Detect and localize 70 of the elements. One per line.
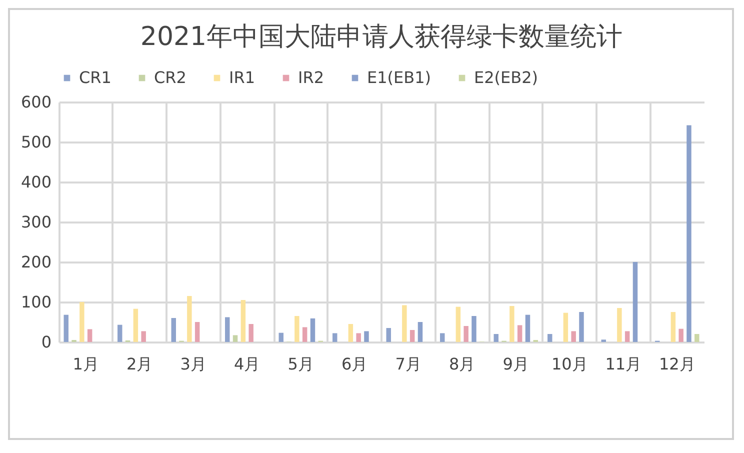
bar (694, 334, 700, 342)
x-tick-label: 7月 (395, 354, 422, 374)
bar (617, 308, 622, 342)
bar (571, 331, 576, 342)
y-tick-label: 100 (20, 292, 52, 312)
y-tick-label: 400 (20, 172, 52, 192)
bar (670, 312, 676, 342)
bar (510, 306, 514, 342)
x-tick-label: 5月 (288, 354, 314, 374)
bar (310, 318, 316, 342)
bar (224, 317, 230, 342)
x-tick-label: 6月 (342, 354, 368, 374)
bar (440, 333, 445, 342)
bar (356, 333, 361, 342)
bar (386, 328, 391, 342)
bar (187, 296, 192, 342)
bar (418, 322, 423, 342)
x-tick-label: 3月 (180, 354, 206, 374)
bar (64, 314, 68, 342)
bar (364, 331, 369, 342)
bar (348, 324, 354, 342)
legend-label: IR1 (229, 68, 256, 87)
bar (80, 302, 84, 342)
bar (87, 329, 92, 342)
bar (579, 312, 584, 342)
legend-label: CR1 (79, 68, 112, 87)
chart-title: 2021年中国大陆申请人获得绿卡数量统计 (140, 22, 623, 52)
bar (278, 332, 284, 342)
bar (678, 328, 684, 342)
y-tick-label: 0 (41, 332, 52, 352)
x-tick-label: 11月 (605, 354, 642, 374)
bar (456, 306, 461, 342)
y-tick-label: 500 (20, 132, 52, 152)
bar (525, 314, 530, 342)
bar (402, 305, 407, 342)
legend-label: E2(EB2) (474, 68, 538, 87)
bar (494, 334, 498, 342)
bar (624, 331, 630, 342)
bar (133, 308, 138, 342)
bar (117, 324, 122, 342)
legend-label: CR2 (154, 68, 186, 87)
bar (332, 333, 338, 342)
bar (547, 334, 552, 342)
bar (171, 318, 176, 342)
x-tick-label: 1月 (72, 354, 99, 374)
x-tick-label: 8月 (449, 354, 476, 374)
bar (294, 316, 300, 342)
bar (302, 327, 308, 342)
x-tick-label: 10月 (551, 354, 588, 374)
x-tick-label: 2月 (126, 354, 153, 374)
bar (141, 331, 146, 342)
bar (232, 335, 238, 342)
bar (632, 262, 638, 342)
legend-label: E1(EB1) (367, 68, 432, 87)
x-tick-label: 12月 (658, 354, 696, 374)
bar (248, 324, 254, 342)
y-tick-label: 600 (20, 92, 52, 112)
bar (464, 326, 468, 342)
bar (410, 330, 415, 342)
bar (194, 322, 200, 342)
bar (240, 300, 246, 342)
bar (517, 325, 522, 342)
y-tick-label: 200 (20, 252, 52, 272)
bar (563, 312, 568, 342)
bar (686, 125, 692, 342)
y-tick-label: 300 (20, 212, 52, 232)
x-tick-label: 9月 (502, 354, 529, 374)
bar (472, 316, 476, 342)
x-tick-label: 4月 (234, 354, 260, 374)
legend-label: IR2 (298, 68, 324, 87)
